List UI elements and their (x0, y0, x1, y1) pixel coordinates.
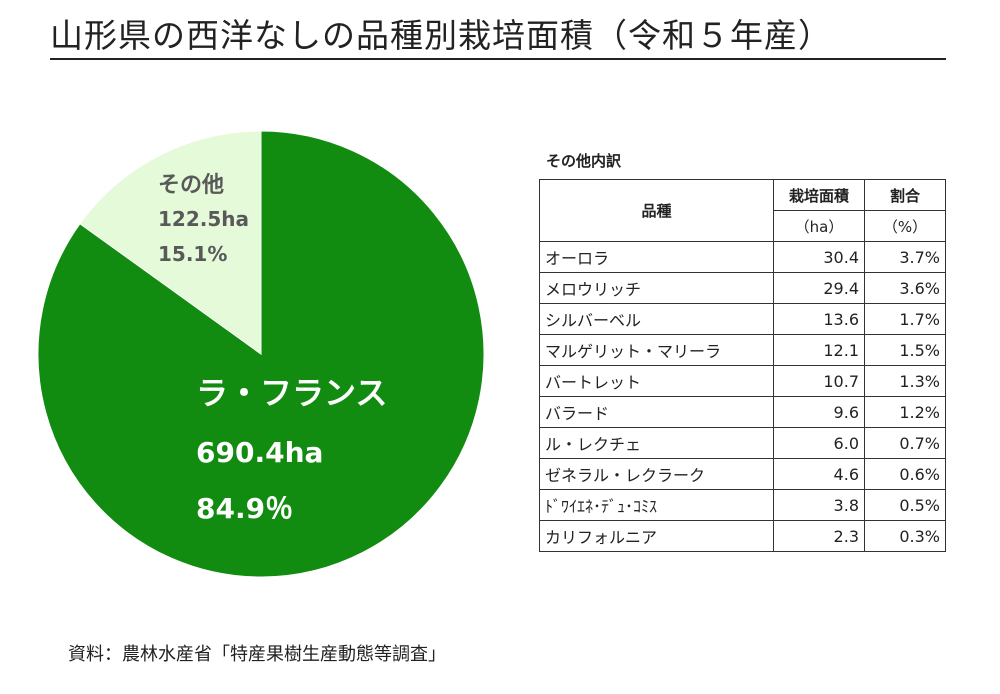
area-cell: 12.1 (773, 334, 865, 366)
area-cell: 2.3 (773, 520, 865, 552)
area-cell: 30.4 (773, 241, 865, 273)
share-cell: 3.6% (864, 272, 946, 304)
variety-cell: バラード (539, 396, 774, 428)
slice-value: 690.4ha (196, 436, 323, 469)
header-share-unit: （%） (864, 210, 946, 242)
table-row: ﾄﾞﾜｲｴﾈ･ﾃﾞｭ･ｺﾐｽ 3.8 0.5% (539, 489, 946, 521)
variety-cell: メロウリッチ (539, 272, 774, 304)
slice-label: ラ・フランス (196, 374, 387, 412)
share-cell: 1.5% (864, 334, 946, 366)
table-row: バートレット 10.7 1.3% (539, 365, 946, 397)
table-row: ル・レクチェ 6.0 0.7% (539, 427, 946, 459)
variety-cell: ゼネラル・レクラーク (539, 458, 774, 490)
share-cell: 0.5% (864, 489, 946, 521)
table-row: オーロラ 30.4 3.7% (539, 241, 946, 273)
share-cell: 0.3% (864, 520, 946, 552)
table-row: メロウリッチ 29.4 3.6% (539, 272, 946, 304)
slice-value: 122.5ha (158, 207, 249, 231)
page-title: 山形県の西洋なしの品種別栽培面積（令和５年産） (50, 16, 832, 55)
share-cell: 1.3% (864, 365, 946, 397)
slice-label: その他 (158, 173, 224, 198)
area-cell: 13.6 (773, 303, 865, 335)
share-cell: 3.7% (864, 241, 946, 273)
title-underline (50, 58, 946, 60)
table-row: ゼネラル・レクラーク 4.6 0.6% (539, 458, 946, 490)
table-row: バラード 9.6 1.2% (539, 396, 946, 428)
header-area: 栽培面積 (773, 179, 865, 211)
table-row: カリフォルニア 2.3 0.3% (539, 520, 946, 552)
area-cell: 10.7 (773, 365, 865, 397)
area-cell: 3.8 (773, 489, 865, 521)
share-cell: 0.7% (864, 427, 946, 459)
area-cell: 9.6 (773, 396, 865, 428)
variety-cell: ﾄﾞﾜｲｴﾈ･ﾃﾞｭ･ｺﾐｽ (539, 489, 774, 521)
slice-percent: 15.1% (158, 242, 227, 266)
share-cell: 0.6% (864, 458, 946, 490)
table-row: シルバーベル 13.6 1.7% (539, 303, 946, 335)
variety-cell: シルバーベル (539, 303, 774, 335)
variety-cell: ル・レクチェ (539, 427, 774, 459)
slice-percent: 84.9％ (196, 492, 293, 525)
share-cell: 1.7% (864, 303, 946, 335)
table-caption: その他内訳 (546, 152, 622, 170)
variety-cell: カリフォルニア (539, 520, 774, 552)
table-row: マルゲリット・マリーラ 12.1 1.5% (539, 334, 946, 366)
pie-slice-1 (79, 130, 262, 355)
table-body: オーロラ 30.4 3.7% メロウリッチ 29.4 3.6% シルバーベル 13.6 1.7%… (539, 241, 946, 552)
breakdown-table: 品種 栽培面積 割合 （ha） （%） オーロラ 30.4 3.7% メロウリッチ 29… (539, 179, 946, 552)
variety-cell: バートレット (539, 365, 774, 397)
area-cell: 29.4 (773, 272, 865, 304)
area-cell: 4.6 (773, 458, 865, 490)
variety-cell: マルゲリット・マリーラ (539, 334, 774, 366)
pie-slice-0 (37, 130, 485, 578)
header-variety: 品種 (539, 179, 774, 242)
header-area-unit: （ha） (773, 210, 865, 242)
share-cell: 1.2% (864, 396, 946, 428)
area-cell: 6.0 (773, 427, 865, 459)
source-note: 資料：農林水産省「特産果樹生産動態等調査」 (68, 644, 446, 665)
variety-cell: オーロラ (539, 241, 774, 273)
header-share: 割合 (864, 179, 946, 211)
